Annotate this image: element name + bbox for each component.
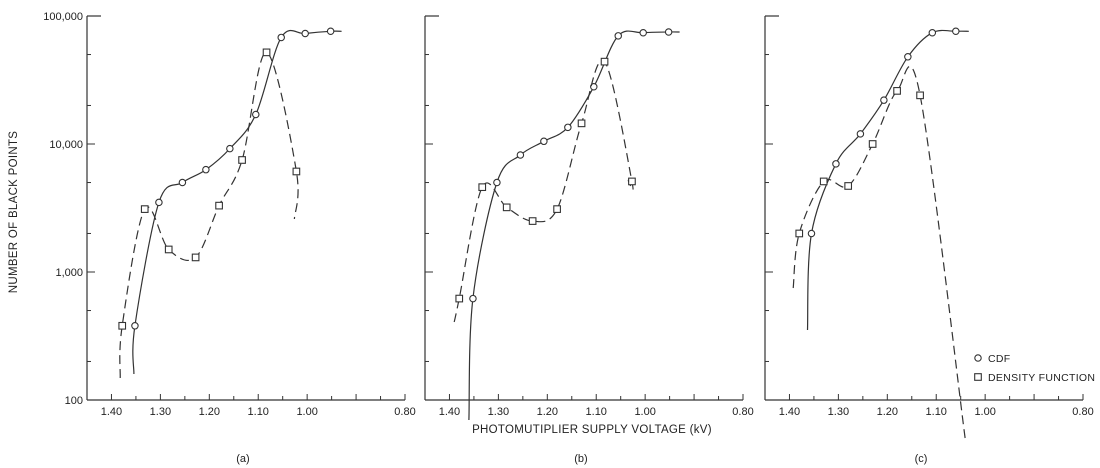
density-point	[478, 183, 487, 192]
cdf-point	[639, 28, 647, 37]
cdf-curve	[468, 30, 680, 421]
density-point	[262, 48, 271, 57]
density-point	[164, 245, 173, 254]
x-tick-label: 0.80	[1072, 406, 1093, 418]
cdf-point	[880, 96, 888, 104]
cdf-point	[590, 83, 598, 91]
density-point	[868, 140, 877, 148]
x-tick-label: 0.80	[394, 406, 415, 418]
panel-label: (c)	[915, 453, 928, 465]
cdf-point	[301, 29, 309, 38]
density-point	[292, 167, 301, 176]
cdf-point	[131, 322, 139, 330]
cdf-point	[178, 178, 187, 187]
x-tick-label: 1.40	[101, 406, 122, 418]
x-tick-label: 1.20	[877, 406, 898, 418]
density-curve	[453, 59, 634, 323]
y-tick-label: 100,000	[43, 11, 83, 23]
cdf-point	[226, 144, 234, 153]
density-point	[577, 119, 586, 128]
density-point	[893, 87, 901, 95]
density-point	[628, 177, 636, 186]
cdf-point	[155, 198, 163, 207]
chart-panel: 1.40 1.30 1.20 1.10 1.00 0.80 (c)	[764, 15, 1094, 465]
density-point	[238, 156, 246, 164]
density-point	[215, 201, 223, 210]
density-point	[819, 177, 828, 186]
x-tick-label: 1.00	[974, 406, 995, 418]
x-tick-label: 1.20	[199, 406, 220, 418]
y-axis-title: NUMBER OF BLACK POINTS	[8, 131, 20, 294]
legend-cdf-label: CDF	[988, 353, 1010, 365]
x-axis-title: PHOTOMUTIPLIER SUPPLY VOLTAGE (kV)	[472, 424, 712, 436]
x-tick-label: 1.30	[150, 406, 171, 418]
cdf-point	[252, 110, 260, 119]
x-tick-label: 1.10	[586, 406, 607, 418]
y-tick-label: 10,000	[49, 139, 83, 151]
cdf-point	[469, 294, 477, 303]
x-tick-label: 1.40	[439, 406, 460, 418]
cdf-point	[326, 27, 335, 36]
cdf-point	[832, 160, 840, 168]
density-point	[191, 253, 200, 262]
density-point	[528, 217, 537, 225]
density-point	[844, 182, 853, 190]
density-curve	[119, 51, 299, 379]
cdf-point	[277, 33, 285, 42]
density-point	[455, 294, 464, 303]
panel-label: (a)	[236, 453, 249, 465]
cdf-point	[807, 229, 816, 238]
density-point	[553, 205, 561, 213]
x-tick-label: 1.30	[488, 406, 509, 418]
density-point	[140, 205, 149, 213]
cdf-point	[516, 151, 525, 159]
x-tick-label: 1.10	[926, 406, 947, 418]
legend-cdf-marker	[974, 354, 982, 362]
legend-density-marker	[974, 373, 982, 381]
legend-density-label: DENSITY FUNCTION	[988, 372, 1095, 384]
cdf-point	[493, 178, 501, 187]
chart-panel: 1.40 1.30 1.20 1.10 1.00 0.80 (b)	[424, 15, 754, 465]
x-tick-label: 1.20	[537, 406, 558, 418]
x-tick-label: 1.00	[634, 406, 655, 418]
cdf-point	[664, 28, 673, 36]
panel-label: (b)	[574, 453, 587, 465]
cdf-point	[856, 130, 865, 138]
chart-panel: 100 1,000 10,000 100,000 1.40 1.30 1.20 1.10 1.0…	[43, 11, 415, 465]
density-point	[502, 203, 511, 212]
x-tick-label: 1.10	[248, 406, 269, 418]
x-tick-label: 1.00	[296, 406, 317, 418]
cdf-point	[952, 27, 960, 36]
cdf-curve	[132, 29, 342, 375]
density-point	[118, 321, 127, 330]
density-point	[916, 91, 924, 100]
cdf-point	[540, 137, 548, 146]
x-tick-label: 0.80	[732, 406, 753, 418]
x-tick-label: 1.30	[828, 406, 849, 418]
y-tick-label: 1,000	[55, 267, 83, 279]
cdf-point	[904, 53, 912, 61]
legend: CDF DENSITY FUNCTION	[974, 353, 1095, 384]
cdf-point	[928, 28, 937, 37]
density-point	[600, 57, 609, 66]
cdf-point	[202, 165, 210, 174]
x-tick-label: 1.40	[779, 406, 800, 418]
cdf-point	[614, 32, 622, 40]
density-point	[795, 229, 804, 238]
density-curve	[792, 65, 966, 439]
y-tick-label: 100	[65, 395, 83, 407]
cdf-point	[564, 123, 572, 132]
cdf-curve	[806, 29, 969, 331]
